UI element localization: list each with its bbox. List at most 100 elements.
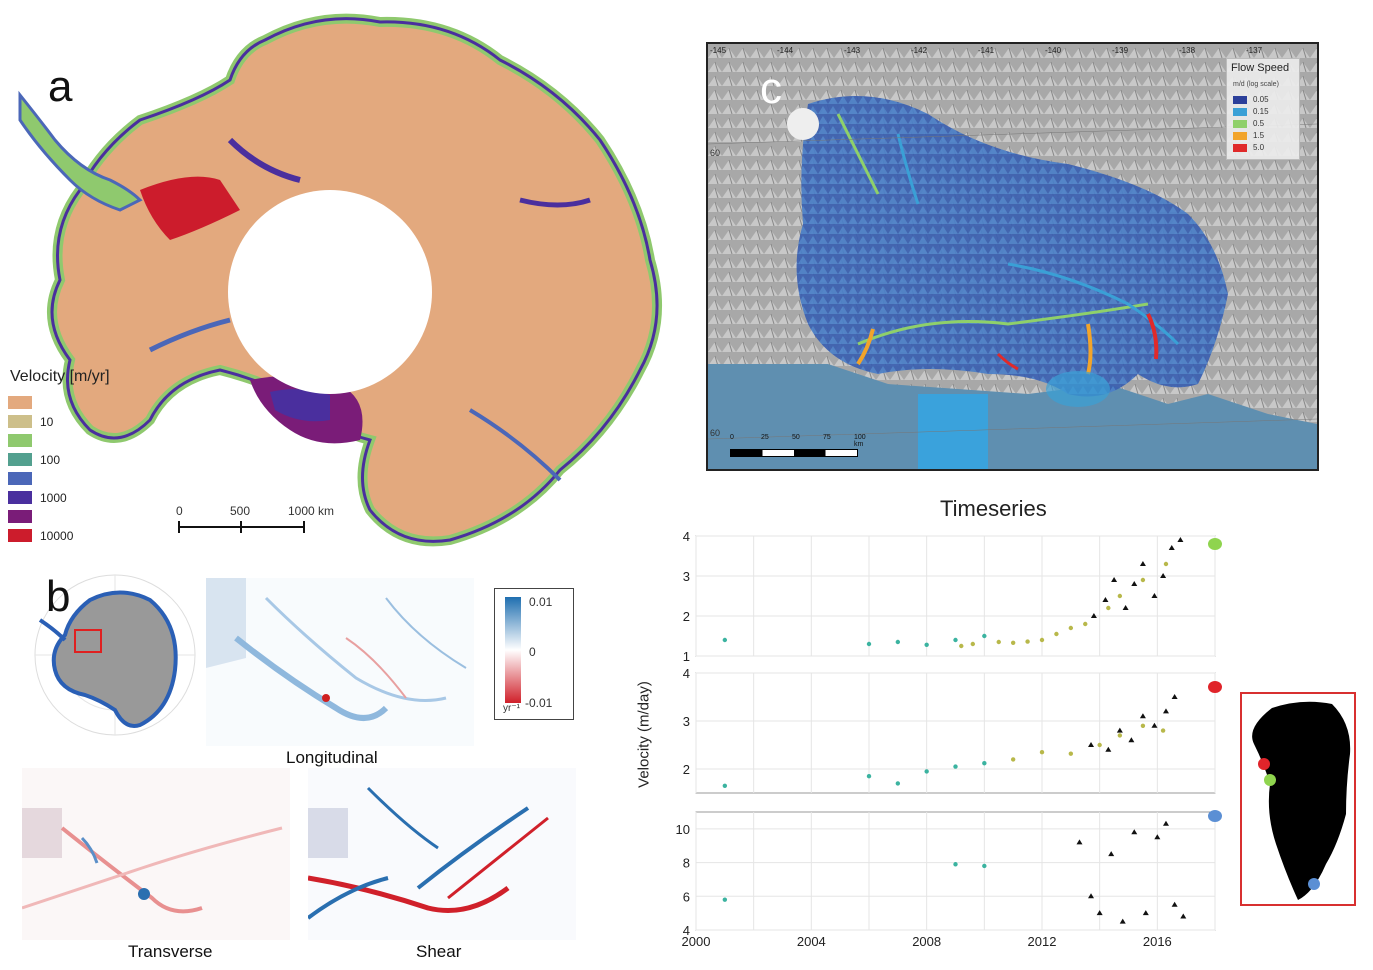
caption-shear: Shear [416, 942, 462, 961]
data-point [1168, 545, 1175, 550]
data-point [1162, 708, 1169, 714]
y-tick-label: 3 [683, 569, 690, 584]
scale-c-tick: 100 km [854, 434, 866, 448]
scale-tick-0: 0 [176, 504, 183, 518]
antarctica-inset-map [34, 574, 196, 736]
data-point [1122, 605, 1129, 610]
legend-swatch [8, 434, 32, 447]
legend-swatch [8, 491, 32, 504]
data-point [953, 637, 958, 643]
data-point [1140, 723, 1146, 728]
data-point [1128, 737, 1135, 743]
data-point [1088, 742, 1095, 747]
data-point [1142, 910, 1149, 916]
scale-bar-c: 0 25 50 75 100 km [728, 434, 868, 462]
legend-label: 5.0 [1253, 143, 1265, 152]
x-tick-label: 2008 [912, 934, 941, 949]
data-point [982, 761, 987, 766]
data-point [1097, 742, 1102, 748]
x-tick-label: 2016 [1143, 934, 1172, 949]
y-tick-label: 8 [683, 856, 690, 871]
data-point [924, 769, 929, 774]
x-tick-label: 2000 [682, 934, 711, 949]
data-point [1131, 829, 1138, 835]
data-point [982, 863, 987, 869]
legend-swatch [1233, 95, 1247, 104]
lat-tick-upper: 60 [710, 148, 721, 158]
data-point [996, 639, 1001, 645]
panel-d: Timeseries d Velocity (m/day) 1234234468… [620, 490, 1373, 960]
data-point [1160, 728, 1166, 733]
data-point [1088, 893, 1095, 899]
timeseries-charts: 1 2 3 4 2 3 4 4 6 8 10 2000 2004 2008 2012 2016 [676, 529, 1216, 949]
data-point [866, 774, 872, 779]
timeseries-title: Timeseries [940, 496, 1047, 521]
legend-label: 0.15 [1253, 107, 1269, 116]
y-tick-label: 6 [683, 889, 690, 904]
velocity-legend-item [8, 434, 40, 447]
panel-b: b Longitudinal 0.01 0 -0.01 yr⁻¹ Transve… [0, 560, 620, 961]
velocity-ylabel: Velocity (m/day) [635, 681, 653, 788]
legend-swatch [8, 472, 32, 485]
flow-speed-legend-subtitle: m/d (log scale) [1233, 81, 1279, 88]
longitude-tick: -141 [978, 46, 995, 55]
greenland-inset-frame [1240, 692, 1356, 906]
longitude-tick: -137 [1246, 46, 1263, 55]
longitude-tick: -144 [777, 46, 794, 55]
caption-transverse: Transverse [128, 942, 213, 961]
legend-swatch [1233, 107, 1247, 116]
y-tick-label: 4 [683, 923, 690, 938]
legend-swatch [8, 396, 32, 409]
data-point [1105, 746, 1112, 752]
longitude-tick: -142 [911, 46, 928, 55]
data-point [1068, 625, 1074, 631]
y-tick-label: 10 [676, 822, 690, 837]
velocity-legend-item [8, 396, 40, 409]
antarctica-velocity-map [18, 13, 663, 547]
velocity-legend-item: 1000 [8, 490, 67, 505]
data-point [953, 764, 958, 769]
data-point [1076, 839, 1083, 845]
colorbar-mid: 0 [529, 645, 536, 659]
chart-frame [695, 811, 1216, 931]
panel-c: -145 -144 -143 -142 -141 -140 -139 -138 -137 60 … [706, 42, 1319, 471]
legend-swatch [8, 510, 32, 523]
velocity-legend-item [8, 472, 40, 485]
data-point [722, 637, 728, 643]
data-point [1090, 613, 1097, 618]
scale-c-tick: 0 [730, 434, 734, 441]
legend-label: 1000 [40, 490, 67, 505]
y-tick-label: 1 [683, 649, 690, 664]
longitude-tick: -143 [844, 46, 861, 55]
panel-a-letter: a [48, 62, 73, 111]
velocity-legend-title: Velocity [m/yr] [10, 368, 110, 385]
longitudinal-strain-map [206, 578, 474, 746]
data-point [1102, 597, 1109, 602]
data-point [1117, 593, 1123, 599]
velocity-legend-item: 100 [8, 452, 61, 467]
data-point [1010, 640, 1016, 645]
data-point [1163, 561, 1169, 567]
greenland-inset-map [1252, 701, 1351, 900]
lat-tick-lower: 60 [710, 428, 721, 438]
panel-b-letter: b [46, 572, 71, 621]
legend-label: 10 [40, 414, 54, 429]
data-point [1171, 694, 1178, 699]
longitude-tick: -140 [1045, 46, 1062, 55]
y-tick-label: 4 [683, 666, 690, 681]
scale-bar-line [178, 521, 305, 533]
data-point [1106, 605, 1111, 611]
data-point [1039, 750, 1045, 755]
data-point [924, 642, 929, 647]
x-tick-label: 2012 [1028, 934, 1057, 949]
legend-label: 100 [40, 452, 61, 467]
data-point [1083, 621, 1088, 627]
data-point [1111, 577, 1118, 582]
data-point [982, 633, 987, 639]
colorbar-max: 0.01 [529, 595, 553, 609]
scale-tick-500: 500 [230, 504, 251, 518]
data-point [1139, 561, 1146, 566]
flow-speed-legend-item: 0.15 [1233, 107, 1269, 116]
colorbar-min: -0.01 [525, 696, 553, 710]
site-marker [1208, 810, 1222, 822]
